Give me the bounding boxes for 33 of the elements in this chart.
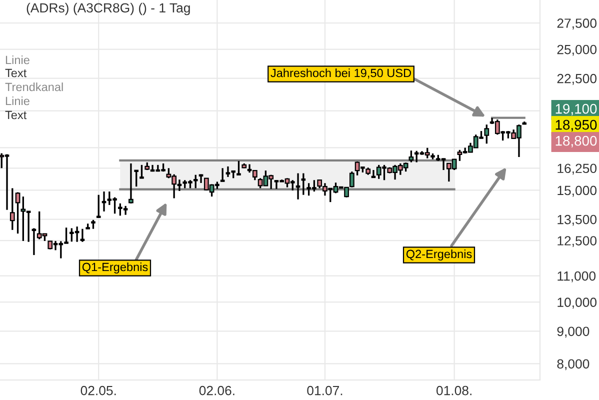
y-tick-label: 22,500 [557,74,597,85]
candlestick [349,170,354,188]
candlestick [408,150,414,164]
y-tick-label: 27,500 [557,18,597,30]
candlestick [10,187,15,231]
candlestick [484,124,490,144]
y-tick-label: 12,500 [558,236,597,247]
annotation: Text [5,110,27,120]
x-tick-label: 02.05. [80,386,116,396]
annotation: Q2-Ergebnis [406,249,472,261]
y-tick-label: 13,500 [558,214,597,226]
y-tick-label: 8,000 [557,359,590,370]
candlestick [15,191,20,234]
y-tick-label: 25,000 [557,44,597,56]
text: 18,800 [556,136,597,148]
annotation: Text [5,68,27,78]
y-tick-label: 11,000 [558,271,596,282]
candlestick [4,153,10,211]
annotation: Linie [6,56,30,64]
y-tick-label: 15,000 [558,186,597,197]
text: 19,100 [556,104,597,116]
y-tick-label: 16,250 [558,164,597,175]
annotation: Trendkanal [5,82,63,92]
x-tick-label: 01.07. [307,386,342,396]
x-tick-label: 01.08. [436,386,472,396]
annotation: Q1-Ergebnis [82,262,148,274]
annotation: Linie [6,96,30,106]
x-tick-label: 02.06. [199,386,234,396]
chart-title: (ADRs) (A3CR8G) () - 1 Tag [26,2,190,16]
y-tick-label: 9,000 [557,326,590,338]
annotation: Jahreshoch bei 19,50 USD [270,68,411,79]
text: 18,950 [556,120,597,132]
y-tick-label: 10,000 [558,298,597,309]
